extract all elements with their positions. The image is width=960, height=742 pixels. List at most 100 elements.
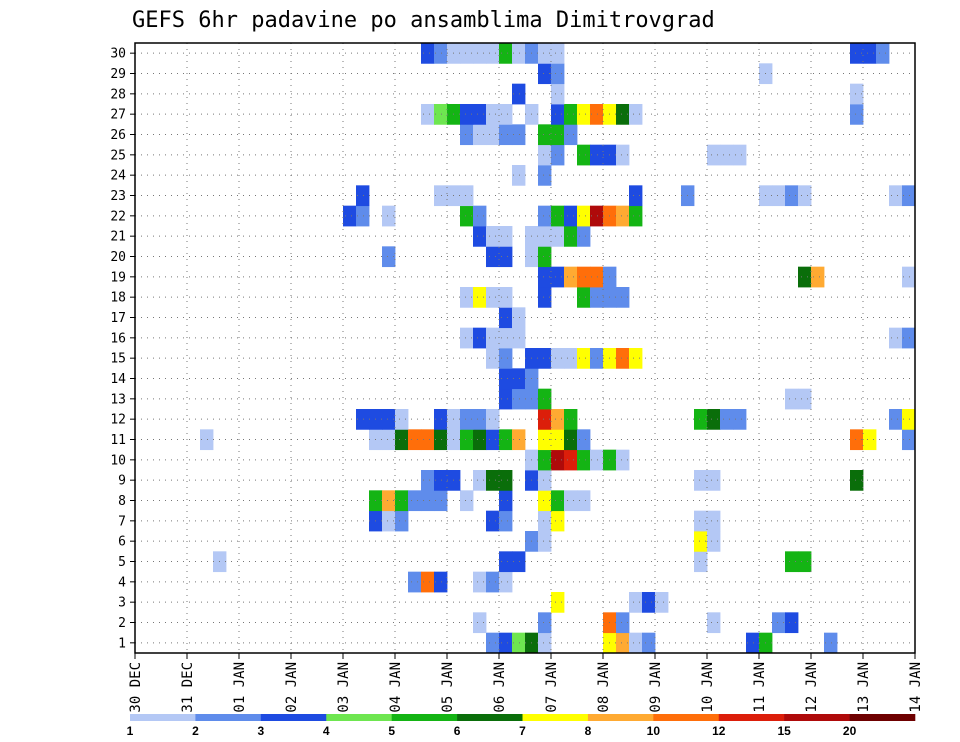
y-tick-label: 16 <box>110 331 126 346</box>
colorbar-label: 15 <box>777 724 791 738</box>
x-tick-label: 01 JAN <box>232 662 248 713</box>
precip-cell <box>421 429 435 451</box>
precip-cell <box>538 470 552 491</box>
precip-cell <box>499 388 513 410</box>
precip-cell <box>486 348 500 369</box>
precip-cell <box>512 307 526 329</box>
precip-cell <box>876 43 890 64</box>
precip-cell <box>499 43 513 64</box>
y-tick-label: 23 <box>110 189 126 204</box>
y-tick-label: 8 <box>118 494 126 509</box>
precip-cell <box>564 124 578 146</box>
y-tick-label: 21 <box>110 230 126 245</box>
precip-cell <box>889 185 903 207</box>
precip-cell <box>486 510 500 532</box>
x-tick-label: 07 JAN <box>544 662 560 713</box>
precip-cell <box>863 43 877 64</box>
x-tick-label: 02 JAN <box>284 662 300 713</box>
precip-cell <box>616 632 630 654</box>
precip-cell <box>460 287 474 308</box>
colorbar-swatch <box>391 714 458 721</box>
y-tick-label: 13 <box>110 392 126 407</box>
precip-cell <box>655 592 669 613</box>
precip-cell <box>382 205 396 227</box>
precip-cell <box>382 429 396 451</box>
precip-cell <box>408 571 422 593</box>
precip-cell <box>746 632 760 654</box>
precip-cell <box>551 592 565 613</box>
y-tick-label: 15 <box>110 352 126 367</box>
precip-cell <box>772 612 786 634</box>
precip-cell <box>590 287 604 308</box>
colorbar-label: 1 <box>127 724 134 738</box>
precip-cell <box>499 571 513 593</box>
precip-cell <box>434 490 448 512</box>
precip-cell <box>629 348 643 369</box>
precip-cell <box>642 592 656 613</box>
precip-cell <box>434 470 448 491</box>
precip-cell <box>785 612 799 634</box>
precip-cell <box>408 429 422 451</box>
precip-cell <box>551 449 565 471</box>
precip-cell <box>538 124 552 146</box>
precip-cell <box>486 226 500 247</box>
precip-cell <box>564 429 578 451</box>
precip-cell <box>499 510 513 532</box>
precip-cell <box>798 266 812 288</box>
precip-cell <box>694 551 708 573</box>
y-tick-label: 2 <box>118 616 126 631</box>
precip-cell <box>421 43 435 64</box>
precip-cell <box>538 612 552 634</box>
precip-cell <box>499 348 513 369</box>
colorbar-label: 5 <box>388 724 395 738</box>
x-tick-label: 09 JAN <box>648 662 664 713</box>
precip-cell <box>382 510 396 532</box>
precip-cell <box>473 327 487 349</box>
precip-cell <box>434 185 448 207</box>
precip-cell <box>473 104 487 125</box>
precip-cell <box>538 246 552 268</box>
precip-cell <box>486 104 500 125</box>
precip-cell <box>486 124 500 146</box>
precip-cell <box>499 470 513 491</box>
y-tick-label: 22 <box>110 209 126 224</box>
precip-cell <box>499 551 513 573</box>
precip-cell <box>577 226 591 247</box>
precip-cell <box>499 307 513 329</box>
x-tick-label: 04 JAN <box>388 662 404 713</box>
x-tick-label: 31 DEC <box>180 662 196 713</box>
precip-cell <box>616 287 630 308</box>
precip-cell <box>460 124 474 146</box>
precip-cell <box>486 43 500 64</box>
precip-cell <box>538 409 552 430</box>
precip-cell <box>538 429 552 451</box>
precip-cell <box>551 490 565 512</box>
x-tick-label: 05 JAN <box>440 662 456 713</box>
precip-cell <box>590 348 604 369</box>
colorbar-swatch <box>457 714 523 721</box>
x-tick-label: 03 JAN <box>336 662 352 713</box>
precip-cell <box>421 490 435 512</box>
precip-cell <box>551 63 565 85</box>
y-tick-label: 27 <box>110 108 126 123</box>
precip-cell <box>486 327 500 349</box>
precip-cell <box>850 83 864 105</box>
y-tick-label: 18 <box>110 291 126 306</box>
precip-cell <box>434 43 448 64</box>
precip-cell <box>590 205 604 227</box>
precipitation-cells <box>200 43 916 654</box>
precip-cell <box>850 43 864 64</box>
precip-cell <box>200 429 214 451</box>
y-tick-label: 30 <box>110 47 126 62</box>
precip-cell <box>460 43 474 64</box>
precip-cell <box>707 510 721 532</box>
colorbar-swatch <box>849 714 916 721</box>
precip-cell <box>577 490 591 512</box>
precip-cell <box>590 449 604 471</box>
precip-cell <box>551 43 565 64</box>
precip-cell <box>512 429 526 451</box>
colorbar-swatch <box>195 714 262 721</box>
precip-cell <box>473 612 487 634</box>
precip-cell <box>616 104 630 125</box>
precip-cell <box>499 632 513 654</box>
